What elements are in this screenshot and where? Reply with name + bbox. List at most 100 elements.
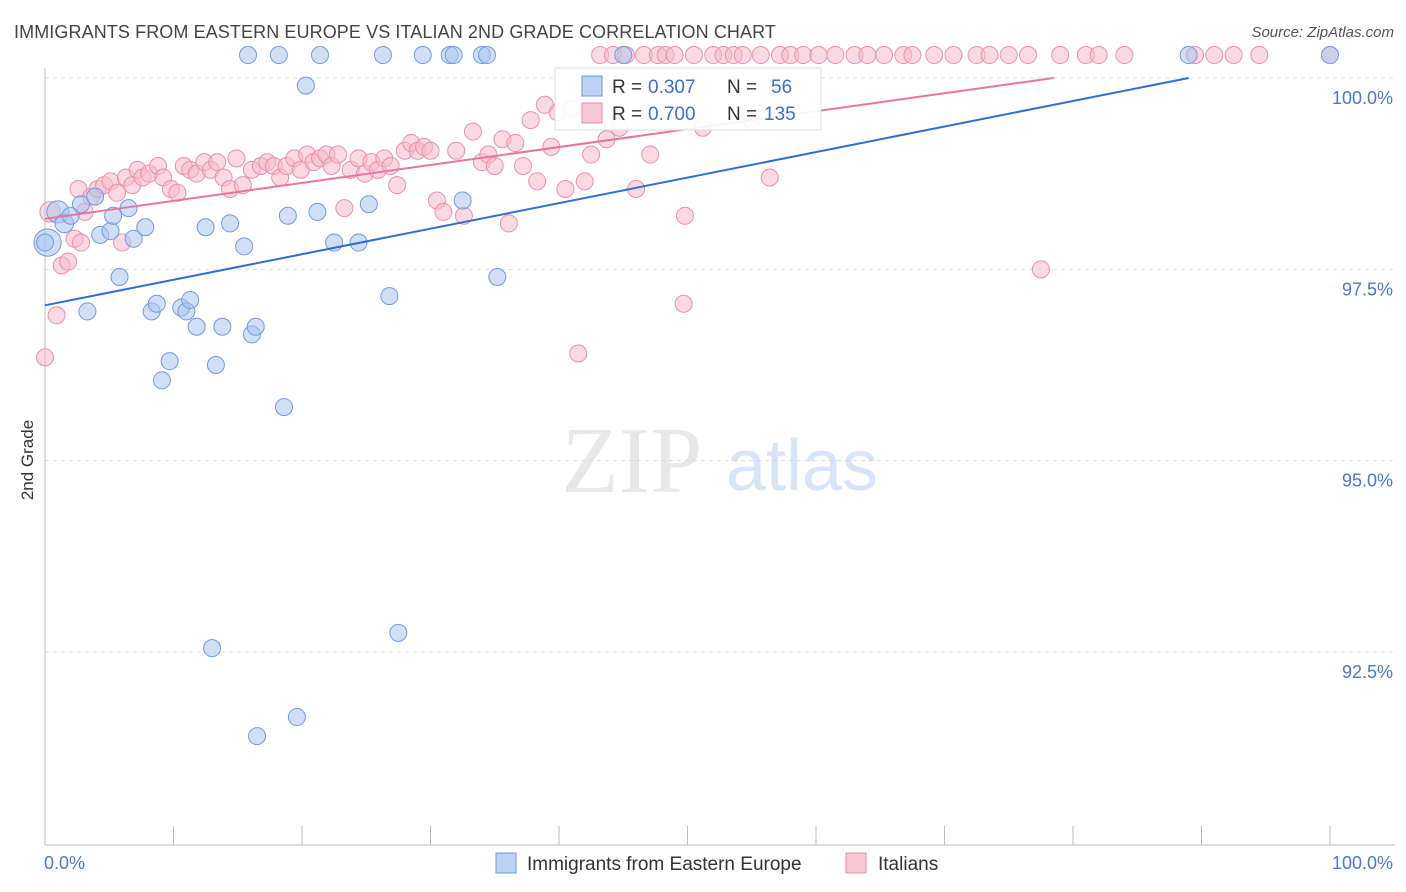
- series-legend-label-pink: Italians: [878, 854, 938, 875]
- eastern-europe-point-22: [196, 218, 215, 237]
- italians-point-96: [675, 206, 694, 225]
- italians-point-71: [499, 214, 518, 233]
- italians-point-0: [36, 348, 54, 367]
- series-legend: Immigrants from Eastern Europe Italians: [495, 852, 938, 875]
- italians-point-97: [684, 46, 703, 65]
- italians-point-129: [1224, 46, 1243, 65]
- y-tick-label-0: 92.5%: [1342, 662, 1393, 682]
- axes: [44, 68, 1395, 846]
- italians-point-94: [665, 46, 684, 65]
- italians-point-64: [447, 141, 466, 160]
- legend-swatch-pink: [581, 102, 603, 124]
- italians-point-105: [760, 168, 779, 187]
- legend-r-value-1: 0.307: [648, 77, 696, 98]
- eastern-europe-point-50: [478, 46, 497, 65]
- italians-point-13: [107, 183, 126, 202]
- eastern-europe-point-26: [221, 214, 240, 233]
- eastern-europe-point-9: [104, 206, 123, 225]
- chart-title: IMMIGRANTS FROM EASTERN EUROPE VS ITALIA…: [14, 22, 776, 42]
- italians-point-81: [569, 344, 588, 363]
- series-legend-swatch-pink: [845, 852, 867, 874]
- y-axis-label: 2nd Grade: [18, 420, 37, 500]
- italians-point-104: [751, 46, 770, 65]
- eastern-europe-point-17: [160, 352, 179, 371]
- italians-point-73: [514, 157, 533, 176]
- y-tick-label-3: 100.0%: [1332, 88, 1393, 108]
- watermark: ZIP atlas: [562, 409, 879, 513]
- italians-point-91: [641, 145, 660, 164]
- source-label: Source: ZipAtlas.com: [1251, 24, 1394, 41]
- italians-point-79: [556, 179, 575, 198]
- eastern-europe-point-53: [1179, 46, 1198, 65]
- legend-n-value-2: 135: [764, 104, 796, 125]
- correlation-legend: R = 0.307 N = 56 R = 0.700 N = 135: [554, 67, 822, 131]
- eastern-europe-point-20: [181, 290, 200, 309]
- eastern-europe-point-10: [110, 267, 129, 286]
- italians-point-83: [582, 145, 601, 164]
- legend-n-label-2: N =: [727, 104, 757, 125]
- eastern-europe-point-28: [239, 46, 258, 65]
- eastern-europe-point-35: [287, 708, 306, 727]
- eastern-europe-point-6: [86, 187, 105, 206]
- italians-point-108: [794, 46, 813, 65]
- eastern-europe-points: [33, 46, 1339, 746]
- italians-point-121: [1019, 46, 1038, 65]
- eastern-europe-point-45: [413, 46, 432, 65]
- eastern-europe-point-13: [136, 218, 155, 237]
- eastern-europe-point-21: [187, 317, 206, 336]
- eastern-europe-point-12: [124, 229, 143, 248]
- eastern-europe-point-43: [380, 287, 399, 306]
- y-tick-label-2: 97.5%: [1342, 279, 1393, 299]
- italians-point-115: [903, 46, 922, 65]
- italians-point-48: [335, 199, 354, 218]
- eastern-europe-trend-line: [44, 77, 1189, 307]
- legend-r-label-1: R =: [612, 77, 642, 98]
- watermark-zip: ZIP: [562, 409, 703, 513]
- italians-point-33: [233, 176, 252, 195]
- x-tick-label-1: 100.0%: [1332, 853, 1393, 873]
- eastern-europe-point-38: [310, 46, 329, 65]
- eastern-europe-point-16: [152, 371, 171, 390]
- italians-point-95: [674, 294, 693, 313]
- legend-r-label-2: R =: [612, 104, 642, 125]
- trend-lines: [44, 77, 1189, 307]
- italians-point-69: [485, 157, 504, 176]
- eastern-europe-point-30: [246, 317, 265, 336]
- eastern-europe-point-44: [389, 623, 408, 642]
- eastern-europe-point-32: [269, 46, 288, 65]
- italians-point-130: [1250, 46, 1269, 65]
- italians-point-113: [875, 46, 894, 65]
- eastern-europe-point-27: [235, 237, 254, 256]
- tick-labels: 92.5% 95.0% 97.5% 100.0% 0.0% 100.0%: [44, 88, 1393, 873]
- italians-point-74: [521, 111, 540, 130]
- italians-point-119: [980, 46, 999, 65]
- italians-point-122: [1031, 260, 1050, 279]
- eastern-europe-point-33: [275, 398, 294, 417]
- italians-point-29: [208, 153, 227, 172]
- italians-point-66: [463, 122, 482, 141]
- eastern-europe-point-47: [444, 46, 463, 65]
- legend-r-value-2: 0.700: [648, 104, 696, 125]
- italians-point-123: [1051, 46, 1070, 65]
- legend-n-label-1: N =: [727, 77, 757, 98]
- italians-point-61: [421, 141, 440, 160]
- eastern-europe-point-37: [308, 202, 327, 221]
- italians-point-75: [528, 172, 547, 191]
- eastern-europe-point-24: [206, 356, 225, 374]
- eastern-europe-point-23: [203, 639, 222, 658]
- eastern-europe-point-36: [296, 76, 315, 95]
- italians-point-63: [434, 202, 453, 221]
- eastern-europe-point-54: [1321, 46, 1339, 65]
- italians-point-117: [944, 46, 963, 65]
- italians-point-2: [47, 306, 66, 325]
- eastern-europe-point-15: [147, 294, 166, 313]
- eastern-europe-point-5: [78, 302, 97, 321]
- eastern-europe-point-8: [101, 222, 120, 241]
- italians-point-128: [1205, 46, 1224, 65]
- eastern-europe-point-4: [71, 195, 90, 214]
- watermark-atlas: atlas: [726, 426, 878, 506]
- eastern-europe-point-51: [488, 267, 507, 286]
- eastern-europe-point-52: [614, 46, 633, 65]
- eastern-europe-point-34: [278, 206, 297, 225]
